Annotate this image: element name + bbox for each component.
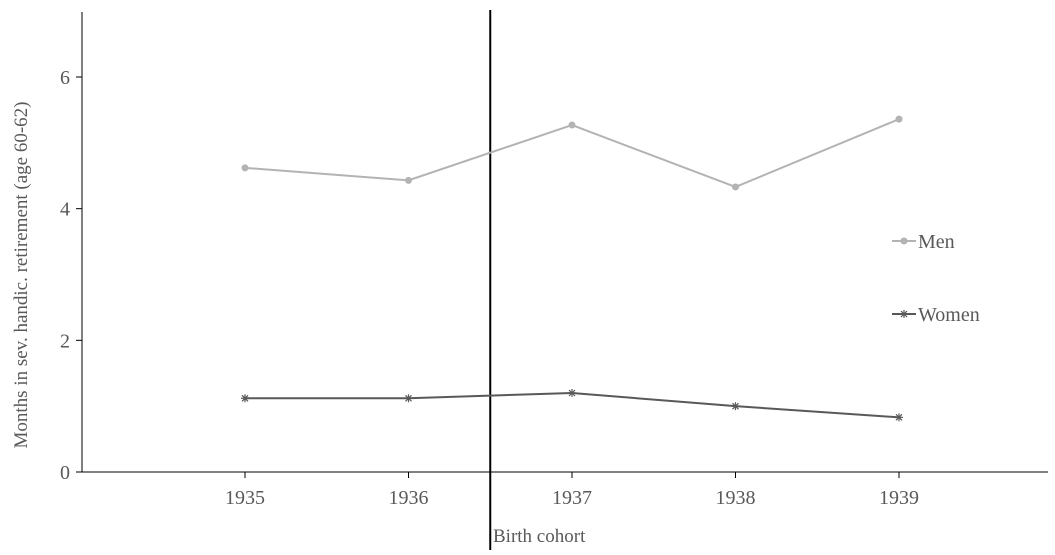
asterisk-stroke [732,402,739,410]
y-tick-label: 0 [60,462,70,484]
data-point-women [568,389,576,397]
legend-marker-women [900,310,908,318]
data-point-men [405,176,412,184]
legend-label-men: Men [918,231,955,253]
x-tick-label: 1939 [879,487,919,509]
data-point-men [895,115,903,123]
data-point-men [732,183,739,191]
asterisk-stroke [241,394,249,402]
x-axis-ticks: 1935 1936 1937 1938 1939 [225,472,919,509]
y-tick-label: 2 [60,330,70,352]
legend-label-women: Women [918,304,980,326]
x-tick-label: 1936 [389,487,429,509]
y-axis-label: Months in sev. handic. retirement (age 6… [11,101,32,448]
legend: Men Women [892,231,980,326]
x-axis-label: Birth cohort [493,526,586,547]
asterisk-stroke [900,310,908,318]
data-point-men [568,121,576,129]
axes [81,12,1048,473]
data-point-women [241,394,249,403]
asterisk-stroke [895,413,903,421]
asterisk-stroke [568,389,576,397]
x-tick-label: 1935 [225,487,265,509]
asterisk-stroke [405,394,412,402]
data-point-women [895,413,903,422]
y-tick-label: 4 [60,199,70,221]
data-point-women [404,394,413,403]
legend-marker-men [900,237,908,245]
y-tick-label: 6 [60,67,70,89]
data-point-men [241,164,249,172]
x-tick-label: 1937 [552,487,592,509]
data-point-women [731,402,740,411]
series-group [241,115,903,422]
x-tick-label: 1938 [716,487,756,509]
series-line-men [244,118,900,189]
y-axis-ticks: 0 2 4 6 [60,67,82,484]
